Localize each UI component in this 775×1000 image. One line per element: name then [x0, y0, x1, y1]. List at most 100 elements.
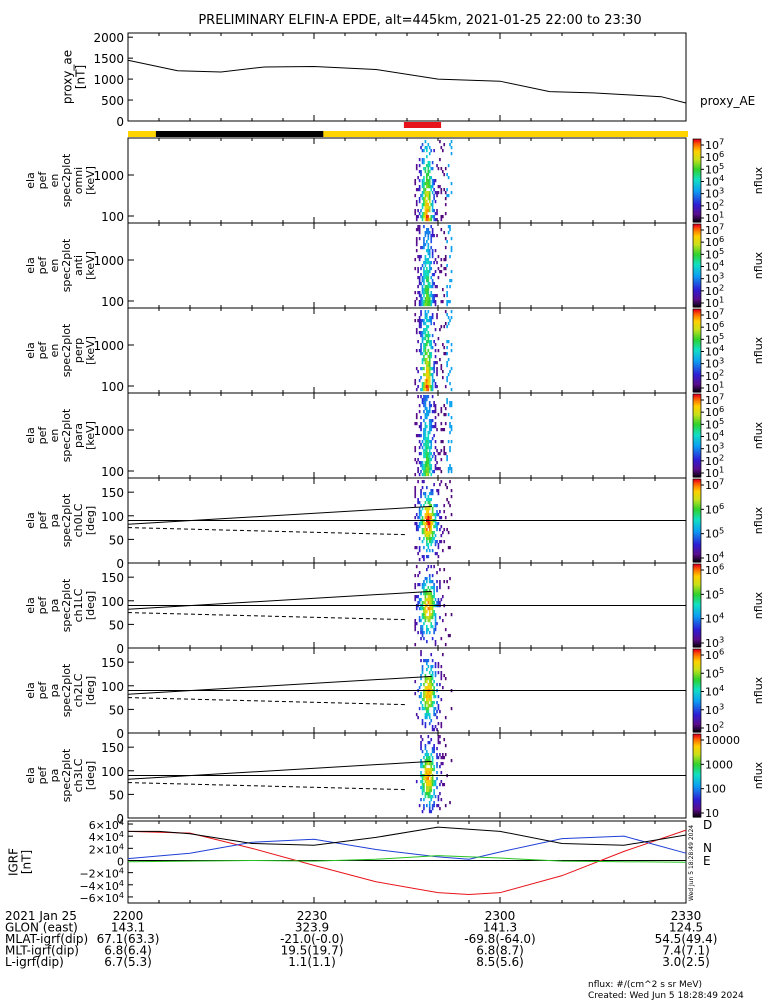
spectrogram-cell	[424, 716, 427, 720]
spectrogram-cell	[426, 804, 428, 808]
spectrogram-cell	[424, 780, 427, 784]
colorbar-cell	[693, 145, 701, 148]
orbit-row-label: MLT-igrf(dip)	[5, 944, 79, 958]
spectrogram-cell	[417, 458, 419, 462]
colorbar-cell	[693, 446, 701, 449]
spectrogram-cell	[426, 695, 428, 699]
spectrogram-cell	[437, 349, 440, 353]
spectrogram-cell	[431, 203, 434, 207]
colorbar-cell	[693, 771, 701, 774]
spectrogram-cell	[424, 610, 427, 614]
y-tick-label: 100	[101, 295, 124, 309]
spectrogram-cell	[417, 215, 419, 219]
colorbar-cell	[693, 510, 701, 513]
colorbar-cell	[693, 416, 701, 419]
spectrogram-cell	[423, 807, 425, 811]
colorbar-cell	[693, 358, 701, 361]
spectrogram-cell	[427, 695, 430, 699]
spectrogram-cell	[428, 671, 431, 675]
spectrogram-cell	[423, 607, 425, 611]
colorbar-cell	[693, 277, 701, 280]
colorbar-cell	[693, 230, 701, 233]
spectrogram-cell	[415, 434, 418, 438]
spectrogram-cell	[430, 601, 433, 605]
colorbar-cell	[693, 544, 701, 546]
ylabel-line: pa	[48, 514, 61, 528]
spectrogram-cell	[423, 276, 425, 280]
spectrogram-cell	[424, 346, 427, 350]
spectrogram-cell	[450, 401, 453, 405]
spectrogram-cell	[420, 744, 422, 748]
spectrogram-cell	[428, 804, 431, 808]
spectrogram-cell	[423, 176, 425, 180]
spectrogram-cell	[440, 449, 443, 453]
spectrogram-cell	[427, 300, 430, 304]
colorbar-cell	[693, 418, 701, 421]
spectrogram-cell	[427, 440, 430, 444]
spectrogram-cell	[418, 279, 421, 283]
colorbar-cell	[693, 651, 701, 654]
spectrogram-cell	[426, 267, 428, 271]
spectrogram-cell	[443, 528, 446, 532]
spectrogram-cell	[420, 215, 422, 219]
spectrogram-ylabel: ela pef pa spec2plot ch1LC [deg]	[24, 578, 97, 632]
y-tick-label: 2×104	[89, 842, 124, 856]
spectrogram-cell	[436, 586, 438, 590]
colorbar-cell	[693, 424, 701, 427]
spectrogram-cell	[418, 510, 421, 514]
colorbar-cell	[693, 217, 701, 220]
spectrogram-cell	[434, 628, 437, 632]
spectrogram-cell	[426, 370, 428, 374]
spectrogram-cell	[424, 598, 427, 602]
spectrogram-cell	[424, 744, 427, 748]
spectrogram-cell	[415, 240, 418, 244]
spectrogram-cell	[440, 665, 443, 669]
spectrogram-cell	[431, 285, 434, 289]
colorbar-cell	[693, 276, 701, 279]
spectrogram-cell	[426, 303, 428, 307]
colorbar-cell	[693, 750, 701, 753]
spectrogram-cell	[427, 507, 430, 511]
spectrogram-cell	[446, 346, 448, 350]
spectrogram-cell	[414, 303, 417, 307]
spectrogram-cell	[424, 146, 427, 150]
colorbar-cell	[693, 315, 701, 318]
spectrogram-cell	[444, 246, 447, 250]
spectrogram-cell	[423, 319, 425, 323]
igrf-panel-frame	[127, 820, 687, 904]
spectrogram-cell	[430, 440, 433, 444]
spectrogram-cell	[424, 288, 427, 292]
spectrogram-cell	[449, 464, 451, 468]
spectrogram-cell	[424, 768, 427, 772]
colorbar-cell	[693, 417, 701, 420]
y-tick-label: 50	[109, 618, 124, 632]
spectrogram-cell	[420, 492, 422, 496]
spectrogram-cell	[444, 804, 447, 808]
spectrogram-cell	[430, 528, 433, 532]
spectrogram-cell	[424, 722, 427, 726]
spectrogram-cell	[433, 707, 435, 711]
colorbar-cell	[693, 524, 701, 527]
orbit-value: 7.4(7.1)	[662, 944, 710, 958]
spectrogram-cell	[446, 361, 448, 365]
colorbar-cell	[693, 769, 701, 772]
spectrogram-cell	[427, 228, 430, 232]
anti-loss-cone-line	[127, 527, 408, 536]
colorbar-cell	[693, 718, 701, 721]
spectrogram-cell	[426, 537, 428, 541]
colorbar-cell	[693, 644, 701, 647]
spectrogram-cell	[424, 601, 427, 605]
y-tick-label: 50	[109, 788, 124, 802]
spectrogram-cell	[431, 613, 434, 617]
spectrogram-cell	[430, 698, 433, 702]
spectrogram-cell	[426, 589, 428, 593]
colorbar-cell	[693, 453, 701, 456]
colorbar-frame	[692, 138, 702, 223]
spectrogram-cell	[440, 762, 443, 766]
spectrogram-cell	[418, 300, 421, 304]
spectrogram-cell	[446, 188, 448, 192]
spectrogram-cell	[424, 771, 427, 775]
spectrogram-cell	[424, 395, 427, 399]
spectrogram-cell	[424, 464, 427, 468]
ylabel-line: en	[48, 174, 61, 188]
